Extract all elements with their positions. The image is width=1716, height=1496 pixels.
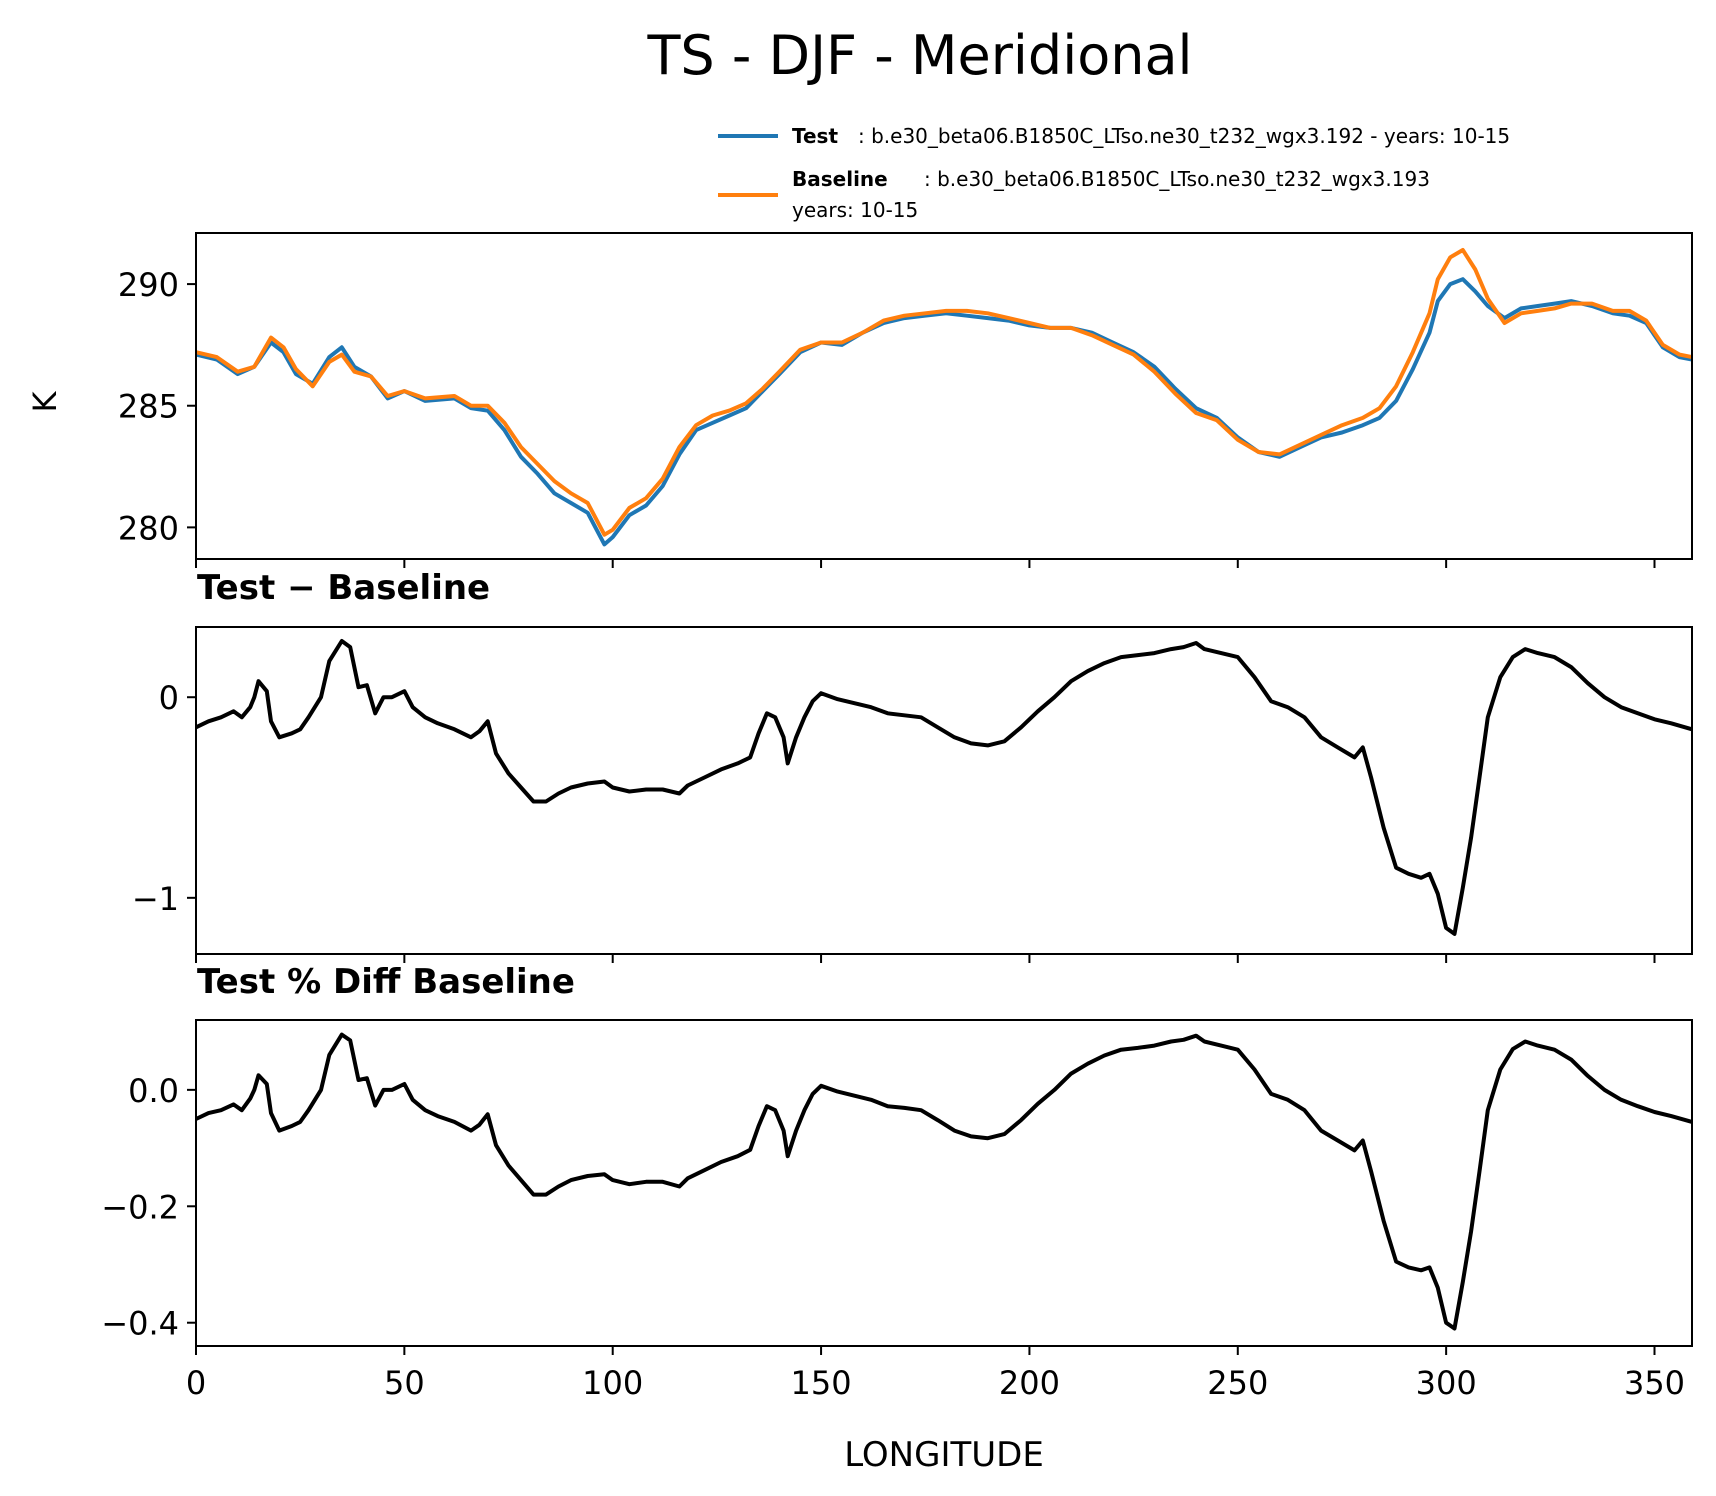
- x-tick-label: 250: [1207, 1364, 1268, 1402]
- x-tick-label: 200: [999, 1364, 1060, 1402]
- chart-title: TS - DJF - Meridional: [646, 24, 1192, 87]
- x-tick-label: 300: [1416, 1364, 1477, 1402]
- panel-percent-difference: Test % Diff Baseline LONGITUDE −0.4 −0.2 0…: [101, 962, 1693, 1475]
- panel-title-difference: Test − Baseline: [197, 568, 490, 608]
- x-tick-label: 50: [384, 1364, 425, 1402]
- legend-baseline-label: Baseline: [792, 167, 888, 191]
- series-line-difference: [195, 1032, 1693, 1331]
- panel-difference: Test − Baseline −1 0: [132, 568, 1693, 963]
- panel-ts: K 280 285 290: [26, 232, 1693, 568]
- legend-baseline-text2: years: 10-15: [792, 198, 918, 222]
- y-tick-label: −0.4: [101, 1305, 179, 1343]
- legend: Test : b.e30_beta06.B1850C_LTso.ne30_t23…: [718, 124, 1510, 222]
- axes-frame: [195, 232, 1693, 560]
- series-line-test: [195, 277, 1693, 547]
- x-tick-label: 100: [582, 1364, 643, 1402]
- y-tick-label: −1: [132, 880, 179, 918]
- legend-test-label: Test: [792, 124, 838, 148]
- axes-frame: [195, 1019, 1693, 1347]
- x-axis-label: LONGITUDE: [844, 1435, 1044, 1475]
- series-line-difference: [195, 639, 1693, 936]
- legend-test-text: : b.e30_beta06.B1850C_LTso.ne30_t232_wgx…: [858, 124, 1510, 148]
- panel-title-percent-difference: Test % Diff Baseline: [197, 962, 575, 1002]
- y-tick-label: 0: [159, 679, 179, 717]
- x-tick-label: 0: [186, 1364, 206, 1402]
- y-tick-label: 290: [118, 266, 179, 304]
- y-tick-label: 280: [118, 509, 179, 547]
- y-tick-label: 0.0: [128, 1072, 179, 1110]
- y-tick-label: 285: [118, 388, 179, 426]
- x-tick-label: 350: [1624, 1364, 1685, 1402]
- y-tick-label: −0.2: [101, 1188, 179, 1226]
- axes-frame: [195, 626, 1693, 955]
- x-tick-label: 150: [791, 1364, 852, 1402]
- series-line-baseline: [195, 248, 1693, 537]
- y-axis-label: K: [26, 390, 64, 412]
- legend-baseline-text: : b.e30_beta06.B1850C_LTso.ne30_t232_wgx…: [924, 167, 1430, 191]
